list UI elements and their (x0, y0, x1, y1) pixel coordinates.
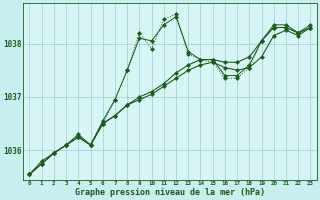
X-axis label: Graphe pression niveau de la mer (hPa): Graphe pression niveau de la mer (hPa) (75, 188, 265, 197)
